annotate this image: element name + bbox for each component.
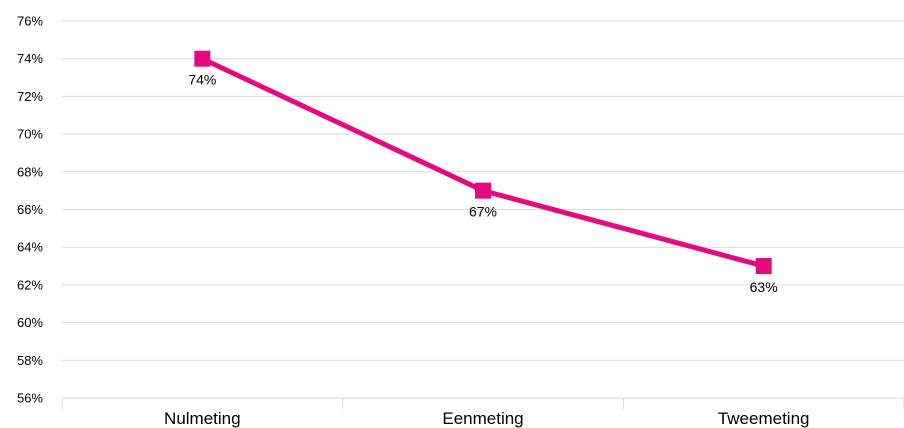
y-axis-tick-labels: 56% 58% 60% 62% 64% 66% 68% 70% 72% 74% 76% xyxy=(17,14,43,406)
y-tick-label: 74% xyxy=(17,51,43,66)
y-tick-label: 66% xyxy=(17,202,43,217)
x-axis-category-labels: Nulmeting Eenmeting Tweemeting xyxy=(164,409,809,428)
x-category-label: Tweemeting xyxy=(718,409,810,428)
x-category-label: Eenmeting xyxy=(442,409,523,428)
data-label: 74% xyxy=(188,72,216,88)
x-category-label: Nulmeting xyxy=(164,409,241,428)
data-label: 63% xyxy=(750,279,778,295)
data-labels: 74% 67% 63% xyxy=(188,72,777,295)
series-line-path xyxy=(199,56,767,269)
y-tick-label: 62% xyxy=(17,277,43,292)
data-point-marker xyxy=(475,182,491,199)
x-axis xyxy=(61,397,904,409)
data-label: 67% xyxy=(469,204,497,220)
y-tick-label: 68% xyxy=(17,164,43,179)
y-tick-label: 64% xyxy=(17,240,43,255)
series-markers xyxy=(194,50,772,275)
y-tick-label: 56% xyxy=(17,391,43,406)
y-tick-label: 58% xyxy=(17,353,43,368)
y-tick-label: 60% xyxy=(17,315,43,330)
y-tick-label: 72% xyxy=(17,89,43,104)
y-tick-label: 76% xyxy=(17,14,43,29)
data-point-marker xyxy=(755,258,772,275)
series-line xyxy=(199,56,767,269)
y-tick-label: 70% xyxy=(17,127,43,142)
gridlines xyxy=(62,20,904,361)
data-point-marker xyxy=(194,50,211,67)
